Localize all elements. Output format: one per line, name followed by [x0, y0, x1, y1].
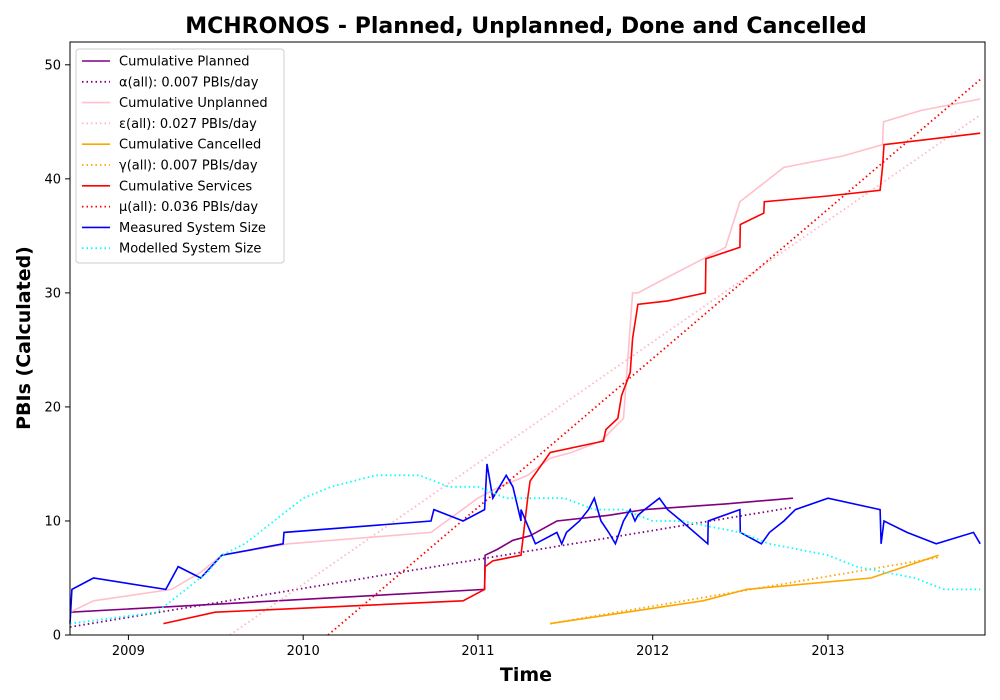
plot-frame	[69, 41, 986, 636]
x-axis-label: Time	[500, 664, 552, 686]
legend-label: Modelled System Size	[119, 242, 261, 257]
legend-box	[75, 48, 285, 264]
series-line-all-0-027-pbis-day	[229, 114, 981, 636]
x-tick-label: 2010	[287, 644, 320, 659]
y-tick-label: 40	[44, 172, 61, 187]
y-tick-label: 20	[44, 400, 61, 415]
y-tick-label: 50	[44, 58, 61, 73]
x-tick-label: 2013	[811, 644, 844, 659]
series-line-modelled-system-size	[69, 474, 981, 625]
chart-title: MCHRONOS - Planned, Unplanned, Done and …	[185, 14, 867, 39]
legend-label: Cumulative Cancelled	[119, 138, 261, 153]
y-tick-label: 0	[53, 629, 61, 644]
plot-area	[69, 78, 981, 636]
x-tick-label: 2011	[461, 644, 494, 659]
legend: Cumulative Planned α(all): 0.007 PBIs/day…	[75, 48, 285, 264]
y-axis: 0 10 20 30 40 50	[44, 58, 70, 644]
series-line-all-0-036-pbis-day	[327, 78, 981, 636]
legend-label: α(all): 0.007 PBIs/day	[119, 75, 259, 90]
series-line-all-0-007-pbis-day	[69, 506, 794, 628]
legend-label: Measured System Size	[119, 221, 266, 236]
legend-label: γ(all): 0.007 PBIs/day	[119, 159, 258, 174]
legend-label: Cumulative Planned	[119, 55, 249, 70]
legend-label: Cumulative Services	[119, 179, 252, 194]
y-axis-label: PBIs (Calculated)	[13, 246, 35, 430]
series-line-measured-system-size	[69, 463, 981, 624]
x-axis: 2009 2010 2011 2012 2013	[112, 635, 844, 659]
series-line-cumulative-services	[163, 132, 981, 625]
y-tick-label: 10	[44, 514, 61, 529]
legend-label: Cumulative Unplanned	[119, 96, 268, 111]
x-tick-label: 2009	[112, 644, 145, 659]
y-tick-label: 30	[44, 286, 61, 301]
series-line-cumulative-planned	[69, 497, 794, 613]
legend-label: ε(all): 0.027 PBIs/day	[119, 117, 257, 132]
legend-label: μ(all): 0.036 PBIs/day	[119, 200, 258, 215]
x-tick-label: 2012	[636, 644, 669, 659]
